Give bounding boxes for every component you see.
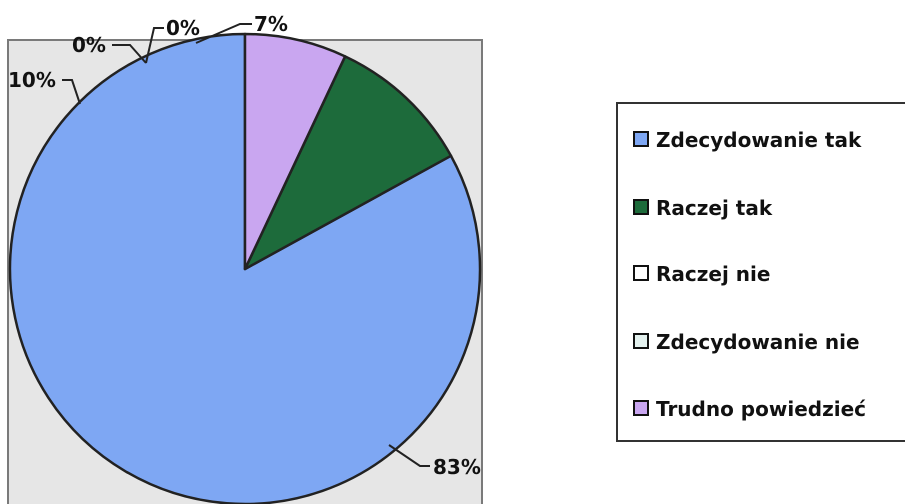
data-label-zdecydowanie-nie: 0% — [166, 16, 200, 40]
legend-label-raczej-nie: Raczej nie — [656, 262, 770, 286]
pie-slice-raczej-tak — [243, 55, 453, 271]
leader-line-raczej-tak — [62, 79, 81, 105]
legend-label-trudno-powiedziec: Trudno powiedzieć — [656, 397, 866, 421]
legend-swatch-raczej-tak — [633, 199, 649, 215]
legend-swatch-raczej-nie — [633, 265, 649, 281]
data-label-zdecydowanie-tak: 83% — [433, 455, 481, 479]
legend-swatch-zdecydowanie-nie — [633, 333, 649, 349]
leader-line-zdecydowanie-tak — [388, 444, 430, 467]
legend-label-zdecydowanie-nie: Zdecydowanie nie — [656, 330, 860, 354]
legend-label-raczej-tak: Raczej tak — [656, 196, 773, 220]
leader-line-zdecydowanie-nie — [145, 27, 164, 64]
data-label-raczej-nie: 0% — [72, 33, 106, 57]
legend-swatch-trudno-powiedziec — [633, 400, 649, 416]
data-label-raczej-tak: 10% — [8, 68, 56, 92]
data-label-trudno-powiedziec: 7% — [254, 12, 288, 36]
pie-slice-trudno-powiedziec — [243, 32, 347, 271]
legend: Zdecydowanie tak Raczej tak Raczej nie Z… — [616, 102, 905, 442]
leader-line-trudno-powiedziec — [195, 23, 252, 44]
pie-slices — [8, 32, 482, 504]
leader-lines — [62, 23, 430, 467]
legend-frame — [616, 102, 905, 442]
legend-label-zdecydowanie-tak: Zdecydowanie tak — [656, 128, 862, 152]
leader-line-raczej-nie — [112, 44, 147, 64]
legend-swatch-zdecydowanie-tak — [633, 131, 649, 147]
data-labels: 83% 10% 0% 0% 7% — [8, 12, 481, 479]
